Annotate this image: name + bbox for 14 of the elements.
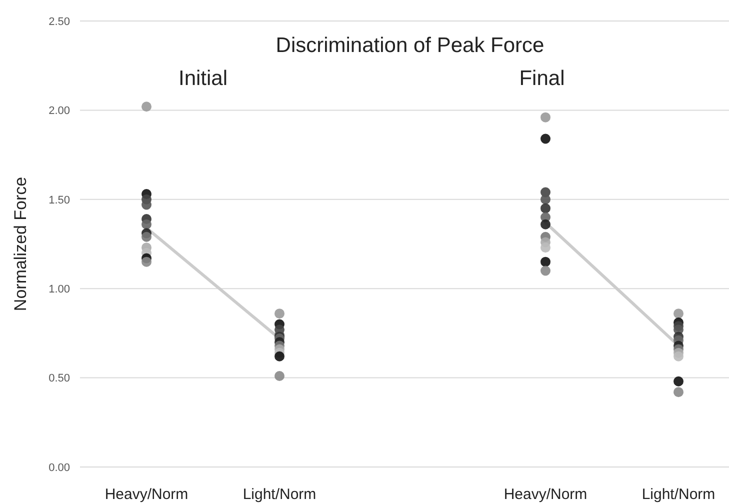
x-tick-label: Heavy/Norm bbox=[104, 486, 188, 503]
x-tick-label: Heavy/Norm bbox=[504, 486, 588, 503]
x-tick-label: Light/Norm bbox=[242, 486, 316, 503]
y-tick-label: 2.00 bbox=[48, 105, 70, 118]
x-tick-label: Light/Norm bbox=[642, 486, 716, 503]
y-tick-label: 1.50 bbox=[48, 194, 70, 206]
y-tick-label: 1.00 bbox=[48, 283, 70, 296]
annotation: Initial bbox=[178, 67, 228, 90]
y-tick-label: 2.50 bbox=[48, 16, 70, 28]
text: Discrimination of Peak Force bbox=[276, 34, 544, 57]
y-tick-label: 0.00 bbox=[48, 462, 70, 474]
y-axis-title: Normalized Force bbox=[11, 176, 30, 312]
y-tick-label: 0.50 bbox=[48, 372, 70, 385]
annotation: Final bbox=[519, 67, 565, 90]
